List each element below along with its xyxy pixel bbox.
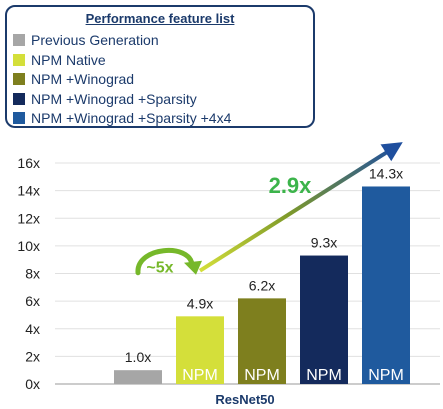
bar (238, 298, 286, 384)
legend-title: Performance feature list (85, 11, 235, 26)
y-tick-label: 10x (17, 238, 40, 254)
y-tick-label: 4x (25, 321, 40, 337)
y-tick-label: 8x (25, 266, 40, 282)
x-axis-label: ResNet50 (215, 392, 274, 407)
y-tick-label: 6x (25, 293, 40, 309)
legend-label: NPM +Winograd +Sparsity +4x4 (31, 110, 232, 126)
bar-inner-label: NPM (306, 367, 342, 384)
legend-item: NPM +Winograd +Sparsity (13, 89, 197, 109)
legend-label: Previous Generation (31, 32, 159, 48)
bar (362, 186, 410, 384)
y-tick-label: 12x (17, 210, 40, 226)
legend-item: Previous Generation (13, 30, 159, 50)
legend-item: NPM +Winograd +Sparsity +4x4 (13, 108, 231, 128)
growth-arrow (198, 142, 403, 273)
bar-inner-label: NPM (368, 367, 404, 384)
bar (300, 255, 348, 384)
bar-value-label: 4.9x (187, 295, 213, 311)
bar (176, 316, 224, 384)
y-tick-label: 14x (17, 183, 40, 199)
legend-label: NPM +Winograd +Sparsity (31, 90, 197, 107)
legend-label: NPM Native (31, 51, 106, 68)
annotation-2-9x: 2.9x (269, 173, 313, 198)
y-tick-label: 16x (17, 155, 40, 171)
curved-arrow-head (184, 260, 202, 275)
bar-value-label: 9.3x (311, 235, 337, 251)
bar-value-label: 1.0x (125, 349, 151, 365)
legend-label: NPM +Winograd (31, 71, 135, 87)
bar-inner-label: NPM (244, 367, 280, 384)
y-tick-label: 2x (25, 348, 40, 364)
bar (114, 370, 162, 384)
legend-item: NPM Native (13, 50, 106, 70)
legend-swatch (13, 34, 25, 46)
legend: Performance feature list Previous Genera… (5, 5, 315, 128)
bar-value-label: 6.2x (249, 277, 275, 293)
legend-swatch (13, 73, 25, 85)
y-tick-label: 0x (25, 376, 40, 392)
legend-swatch (13, 112, 25, 124)
legend-swatch (13, 53, 25, 66)
legend-swatch (13, 92, 25, 105)
annotation-5x: ~5x (146, 260, 173, 277)
curved-arrow (135, 247, 195, 276)
bar-value-label: 14.3x (369, 165, 403, 181)
bar-inner-label: NPM (182, 367, 218, 384)
legend-item: NPM +Winograd (13, 69, 134, 89)
